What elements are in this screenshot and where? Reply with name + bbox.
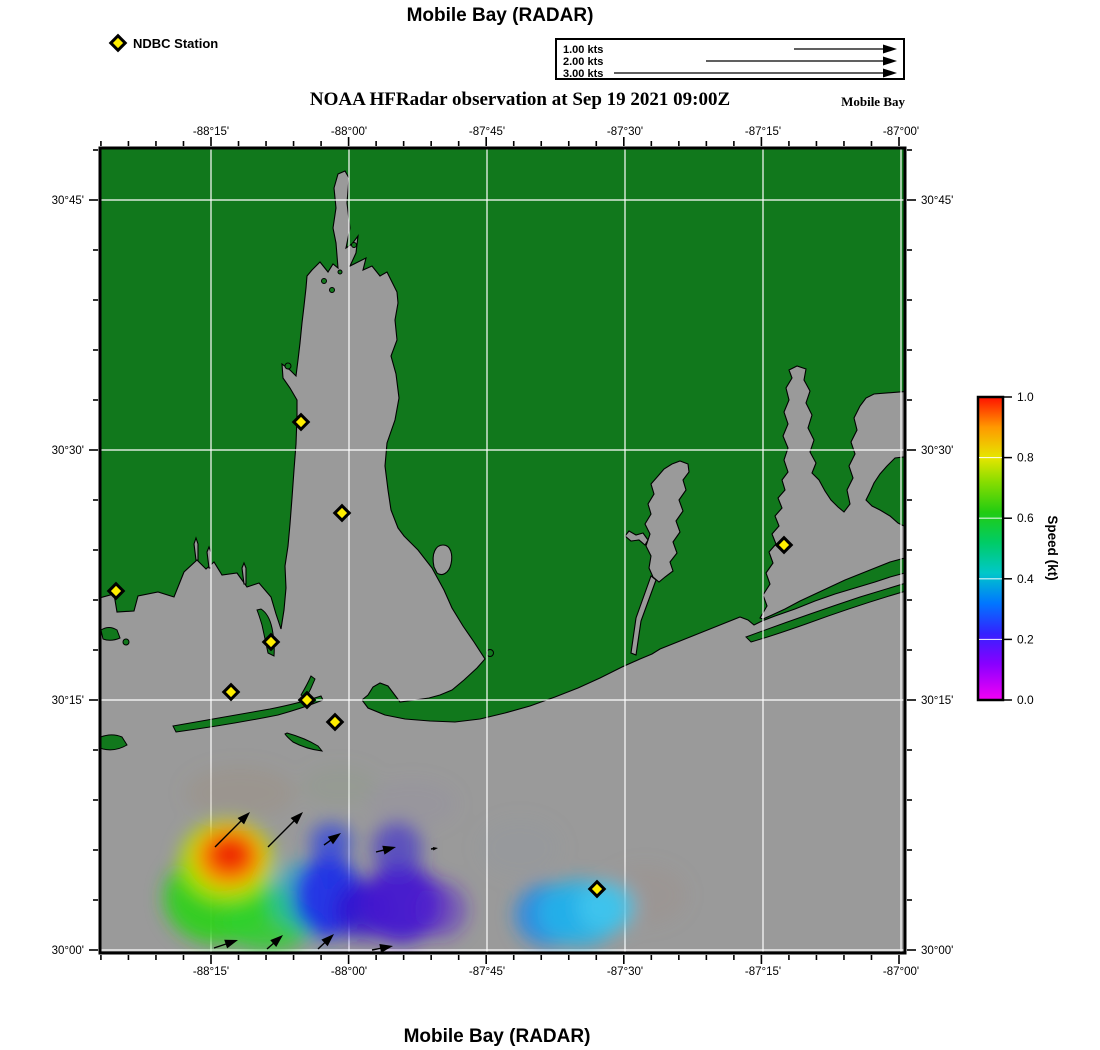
island-delta-islet [337,269,343,275]
colorbar-gradient [976,395,1005,702]
page-title: Mobile Bay (RADAR) [406,5,594,26]
svg-text:0.2: 0.2 [1017,632,1034,646]
svg-text:30°30': 30°30' [52,445,84,457]
water-bayou [193,536,199,561]
svg-text:-87°00': -87°00' [883,966,919,978]
water-bayou [241,561,247,585]
ndbc-station-marker [291,412,311,432]
region-label: Mobile Bay [841,94,905,109]
svg-text:30°45': 30°45' [921,195,953,207]
svg-text:-87°45': -87°45' [469,966,505,978]
vector-scale-legend: 1.00 kts 2.00 kts 3.00 kts [555,38,905,80]
water-pensacola-bay [759,365,905,620]
scale-arrows [614,44,897,78]
speed-field-layer [164,766,687,953]
axis-ticks [89,137,916,964]
island-pelican [284,732,324,752]
island-delta-islet [329,287,335,293]
island-delta-islet [321,278,327,284]
svg-text:0.6: 0.6 [1017,511,1034,525]
scale-row-label: 2.00 kts [563,56,604,68]
svg-text:-87°30': -87°30' [607,126,643,138]
svg-text:-88°15': -88°15' [193,126,229,138]
svg-text:30°30': 30°30' [921,445,953,457]
water-gulf-bay [100,170,905,953]
ndbc-legend-label: NDBC Station [133,35,219,51]
island-petit-bois [100,734,128,751]
island-marsh [100,627,121,641]
island-marsh [122,638,130,646]
colorbar-ticks: 1.0 0.8 0.6 0.4 0.2 0.0 [979,390,1034,707]
water-weeks-bay [432,544,453,576]
svg-text:30°00': 30°00' [921,945,953,957]
svg-text:-88°00': -88°00' [331,966,367,978]
svg-text:-87°15': -87°15' [745,126,781,138]
svg-text:30°00': 30°00' [52,945,84,957]
ndbc-station-legend: NDBC Station [107,32,218,54]
svg-text:30°45': 30°45' [52,195,84,207]
observation-subtitle: NOAA HFRadar observation at Sep 19 2021 … [309,89,731,110]
svg-text:-87°00': -87°00' [883,126,919,138]
svg-text:30°15': 30°15' [921,695,953,707]
island-dog-river-spit [284,362,292,370]
svg-text:-87°15': -87°15' [745,966,781,978]
svg-text:0.8: 0.8 [1017,451,1034,465]
svg-text:-88°15': -88°15' [193,966,229,978]
graticule [100,148,905,953]
svg-text:1.0: 1.0 [1017,390,1034,404]
scale-row-label: 3.00 kts [563,68,604,80]
map-frame [98,146,907,955]
scale-row-label: 1.00 kts [563,44,604,56]
current-vectors [213,812,438,953]
svg-text:-88°00': -88°00' [331,126,367,138]
ndbc-diamond-icon [108,33,128,53]
water-perdido-channel [630,575,657,656]
bottom-title: Mobile Bay (RADAR) [403,1026,591,1047]
island-santa-rosa [745,582,905,643]
svg-text:0.0: 0.0 [1017,693,1034,707]
svg-text:0.4: 0.4 [1017,572,1034,586]
axis-labels: -88°15' -88°15' -88°00' -88°00' -87°45' -87°4… [52,126,954,978]
water-perdido-bay [644,460,690,583]
svg-text:-87°45': -87°45' [469,126,505,138]
colorbar-axis-label: Speed (kt) [1045,515,1060,580]
svg-text:30°15': 30°15' [52,695,84,707]
colorbar: 1.0 0.8 0.6 0.4 0.2 0.0 Speed (kt) [976,390,1060,707]
island-delta-islet [351,242,357,248]
svg-text:-87°30': -87°30' [607,966,643,978]
